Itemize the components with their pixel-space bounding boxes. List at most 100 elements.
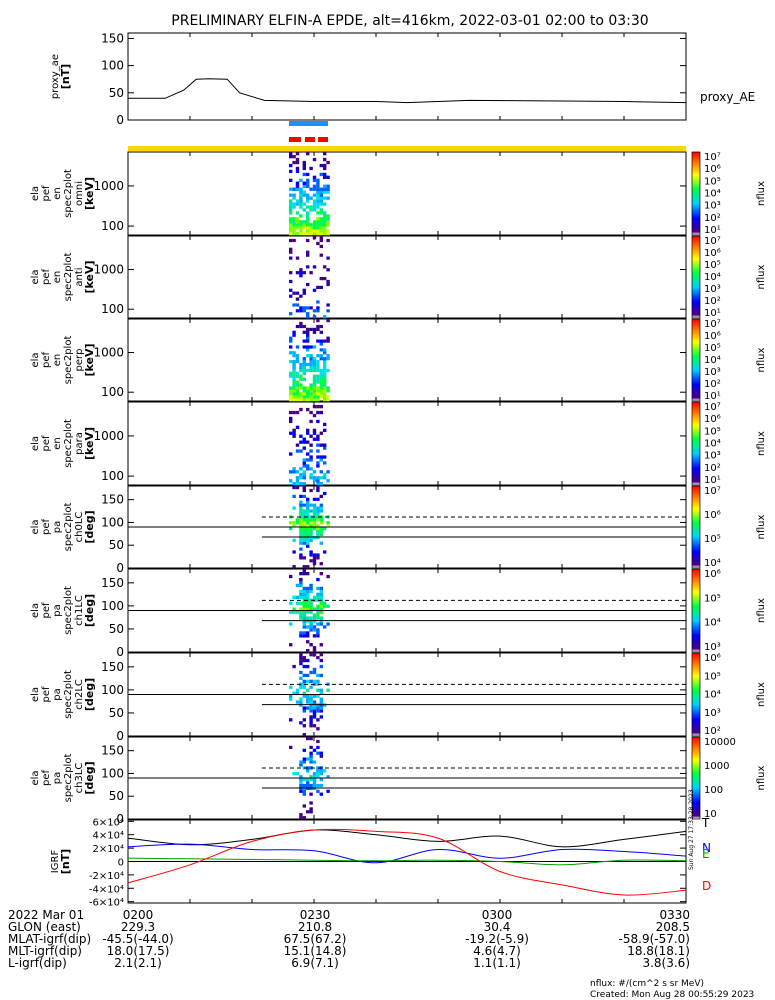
spectrogram-cell bbox=[319, 653, 323, 657]
colorbar-tick: 10⁶ bbox=[704, 653, 721, 664]
spectrogram-cell bbox=[292, 155, 296, 159]
spectrogram-cell bbox=[319, 431, 323, 435]
spectrogram-cell bbox=[326, 368, 330, 372]
spectrogram-cell bbox=[309, 697, 313, 701]
spectrogram-cell bbox=[323, 229, 327, 233]
spectrogram-cell bbox=[299, 178, 303, 182]
spectrogram-cell bbox=[309, 503, 313, 507]
science-zone-bar-red-2 bbox=[305, 137, 315, 142]
colorbar-tick: 10⁵ bbox=[704, 593, 721, 604]
spectrogram-cell bbox=[292, 410, 296, 415]
spectrogram-cell bbox=[309, 737, 313, 741]
spectrogram-cell bbox=[292, 333, 296, 337]
spectrogram-cell bbox=[295, 443, 300, 447]
spectrogram-cell bbox=[306, 464, 310, 468]
spectrogram-cell bbox=[323, 348, 327, 352]
spectrogram-cell bbox=[316, 196, 320, 200]
spectrogram-cell bbox=[289, 410, 293, 415]
panel-proxy_ae: proxy_ae[nT] 0 50 100 150 proxy_AE bbox=[50, 31, 755, 127]
spectrogram-cell bbox=[306, 503, 310, 507]
ylabel-line: spec2plot bbox=[63, 419, 74, 468]
spectrogram-cell bbox=[319, 562, 323, 566]
spectrogram-cell bbox=[299, 524, 303, 528]
spectrogram-cell bbox=[316, 556, 320, 560]
spectrogram-cell bbox=[319, 377, 323, 381]
spectrogram-cell bbox=[319, 196, 323, 200]
spectrogram-cell bbox=[319, 357, 323, 361]
spectrogram-cell bbox=[323, 152, 327, 156]
spectrogram-cell bbox=[292, 368, 296, 372]
spectrogram-cell bbox=[309, 368, 313, 372]
spectrogram-cell bbox=[302, 658, 306, 663]
colorbar-tick: 10⁴ bbox=[704, 618, 721, 629]
spectrogram-cell bbox=[292, 205, 296, 209]
spectrogram-cell bbox=[326, 604, 330, 608]
spectrogram-cell bbox=[302, 748, 306, 752]
spectrogram-cell bbox=[319, 772, 323, 776]
spectrogram-cell bbox=[319, 664, 323, 669]
spectrogram-cell bbox=[302, 503, 306, 507]
spectrogram-cell bbox=[306, 389, 310, 393]
spectrogram-cell bbox=[309, 718, 313, 722]
colorbar-tick: 10¹ bbox=[704, 391, 721, 402]
colorbar-label: nflux bbox=[756, 181, 767, 206]
spectrogram-cell bbox=[306, 616, 310, 620]
spectrogram-cell bbox=[306, 431, 310, 435]
panel-en-omni: ela pef en spec2plot omni[keV]100100010¹10²1… bbox=[30, 151, 767, 236]
spectrogram-cell bbox=[295, 374, 300, 378]
spectrogram-cell bbox=[306, 544, 310, 548]
spectrogram-cell bbox=[292, 380, 296, 384]
spectrogram-cell bbox=[289, 238, 293, 243]
spectrogram-cell bbox=[289, 419, 293, 424]
spectrogram-cell bbox=[319, 389, 323, 393]
footer-value: 210.8 bbox=[298, 920, 332, 934]
spectrogram-cell bbox=[295, 217, 300, 221]
spectrogram-cell bbox=[302, 664, 306, 669]
spectrogram-cell bbox=[323, 172, 327, 177]
spectrogram-cell bbox=[316, 524, 320, 528]
spectrogram-cell bbox=[302, 181, 306, 185]
spectrogram-cell bbox=[319, 380, 323, 384]
spectrogram-cell bbox=[323, 157, 327, 162]
spectrogram-cell bbox=[309, 509, 313, 513]
spectrogram-cell bbox=[316, 437, 320, 441]
colorbar-tick: 10⁶ bbox=[704, 569, 721, 580]
spectrogram-cell bbox=[316, 506, 320, 510]
spectrogram-cell bbox=[312, 428, 317, 432]
colorbar-label: nflux bbox=[756, 431, 767, 456]
spectrogram-cell bbox=[312, 288, 317, 292]
colorbar-pa-ch2 bbox=[691, 652, 701, 737]
spectrogram-cell bbox=[312, 700, 317, 704]
spectrogram-cell bbox=[292, 229, 296, 233]
spectrogram-cell bbox=[306, 664, 310, 669]
spectrogram-cell bbox=[306, 524, 310, 528]
colorbar-label: nflux bbox=[756, 765, 767, 790]
spectrogram-cell bbox=[309, 607, 313, 611]
spectrogram-cell bbox=[312, 178, 317, 182]
spectrogram-cell bbox=[306, 265, 310, 269]
spectrogram-cell bbox=[312, 634, 317, 638]
spectrogram-cell bbox=[292, 354, 296, 358]
spectrogram-cell bbox=[323, 455, 327, 459]
ytick-label: 50 bbox=[109, 86, 124, 100]
spectrogram-cell bbox=[316, 769, 320, 773]
spectrogram-cell bbox=[302, 679, 306, 683]
spectrogram-cell bbox=[319, 217, 323, 221]
spectrogram-cell bbox=[306, 327, 310, 331]
spectrogram-cell bbox=[299, 449, 303, 453]
ylabel-line: pa bbox=[52, 772, 63, 784]
spectrogram-cell bbox=[312, 431, 317, 435]
spectrogram-cell bbox=[295, 518, 300, 522]
spectrogram-cell bbox=[316, 727, 320, 731]
spectrogram-cell bbox=[312, 193, 317, 197]
spectrogram-cell bbox=[319, 503, 323, 507]
spectrogram-cell bbox=[312, 595, 317, 599]
colorbar-tick: 10000 bbox=[704, 737, 736, 748]
spectrogram-cell bbox=[292, 223, 296, 227]
spectrogram-cell bbox=[295, 211, 300, 215]
spectrogram-cell bbox=[295, 152, 300, 156]
colorbar-label: nflux bbox=[756, 264, 767, 289]
colorbar-en-omni bbox=[691, 151, 701, 236]
spectrogram-cell bbox=[295, 410, 300, 415]
spectrogram-cell bbox=[289, 208, 293, 212]
